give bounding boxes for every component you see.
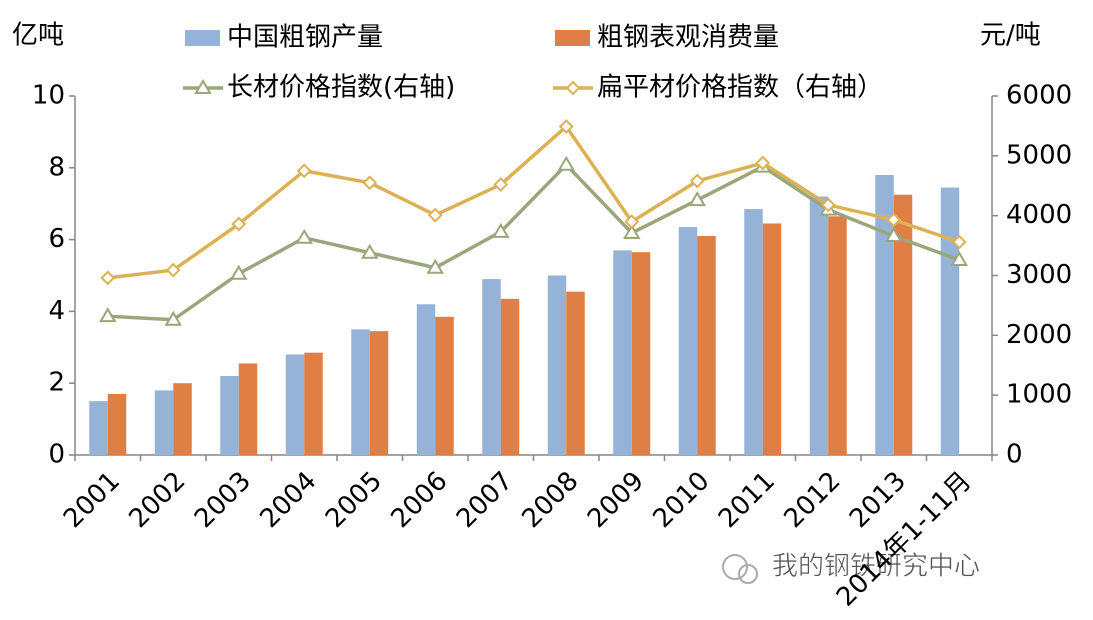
watermark: 我的钢铁研究中心	[722, 551, 980, 584]
legend-swatch	[185, 30, 220, 46]
line-marker	[164, 310, 182, 326]
legend-label: 长材价格指数(右轴)	[227, 73, 455, 103]
line-marker	[362, 175, 378, 191]
bar	[416, 304, 436, 455]
y-tick-label: 8	[48, 152, 65, 182]
bar	[173, 383, 192, 455]
y-axis-label: 亿吨	[12, 21, 64, 51]
x-tick-label: 2001	[58, 466, 126, 534]
legend-label: 扁平材价格指数（右轴）	[597, 73, 883, 103]
y2-tick-label: 5000	[1006, 140, 1072, 170]
watermark-icon	[738, 564, 758, 584]
line-marker	[565, 80, 581, 96]
y2-axis-label: 元/吨	[980, 21, 1041, 51]
y2-tick-label: 0	[1006, 440, 1023, 470]
bar	[566, 291, 585, 455]
line-marker	[231, 216, 247, 232]
legend-swatch	[555, 30, 590, 46]
x-tick-label: 2011	[713, 466, 781, 534]
bar	[762, 223, 782, 455]
y2-tick-label: 1000	[1006, 380, 1072, 410]
line-marker	[688, 191, 706, 207]
line-marker	[493, 177, 509, 192]
bar	[828, 216, 847, 455]
line	[107, 162, 960, 322]
line-marker	[951, 234, 967, 250]
x-tick-label: 2008	[516, 466, 584, 534]
bar	[89, 401, 108, 455]
bar	[107, 393, 127, 455]
line-marker	[427, 207, 443, 223]
x-tick-label: 2007	[451, 466, 519, 534]
line-marker	[296, 163, 312, 179]
x-tick-label: 2010	[647, 466, 715, 534]
x-tick-label: 2004	[254, 466, 322, 534]
bar	[547, 275, 567, 455]
line-marker	[194, 79, 212, 94]
x-tick-label: 2006	[385, 466, 453, 534]
line-marker	[361, 243, 379, 259]
x-tick-label: 2005	[320, 466, 388, 534]
legend-label: 中国粗钢产量	[227, 23, 383, 53]
y2-tick-label: 2000	[1006, 320, 1072, 350]
bar	[285, 354, 305, 455]
line-marker	[492, 222, 510, 238]
bar	[809, 196, 829, 455]
bar	[678, 227, 698, 455]
y-tick-label: 0	[48, 440, 65, 470]
line-marker	[99, 307, 117, 323]
y2-tick-label: 6000	[1006, 81, 1072, 111]
watermark-text: 我的钢铁研究中心	[772, 552, 980, 582]
bar	[351, 329, 370, 455]
bar	[369, 331, 389, 455]
line-marker	[623, 224, 641, 240]
x-tick-label: 2012	[778, 466, 846, 534]
x-tick-label: 2002	[123, 466, 191, 534]
bar	[697, 236, 716, 455]
bar	[875, 174, 894, 456]
bar	[744, 209, 763, 455]
line-marker	[426, 258, 444, 274]
line-marker	[230, 264, 248, 280]
line-marker	[295, 228, 313, 244]
line-marker	[557, 155, 575, 171]
line-marker	[755, 155, 771, 171]
line-marker	[950, 250, 968, 266]
bar	[238, 363, 258, 455]
line-marker	[689, 173, 705, 189]
bar	[940, 187, 960, 456]
bar	[435, 316, 454, 455]
bar	[220, 376, 239, 455]
line-marker	[558, 119, 574, 134]
y2-tick-label: 3000	[1006, 260, 1072, 290]
bar	[613, 250, 632, 455]
y-tick-label: 10	[32, 81, 65, 111]
bar	[304, 352, 323, 455]
line-marker	[885, 227, 903, 243]
y-tick-label: 6	[48, 224, 65, 254]
y-tick-label: 4	[48, 296, 65, 326]
bar	[631, 252, 651, 455]
y-tick-label: 2	[48, 368, 65, 398]
line-marker	[886, 212, 902, 228]
line-marker	[820, 197, 836, 213]
bar	[893, 194, 913, 455]
y2-tick-label: 4000	[1006, 200, 1072, 230]
line-marker	[165, 262, 181, 278]
legend-label: 粗钢表观消费量	[597, 23, 779, 53]
x-tick-label: 2009	[582, 466, 650, 534]
line-marker	[624, 214, 640, 230]
line	[107, 123, 960, 280]
bar	[482, 279, 501, 455]
bar	[500, 298, 520, 455]
x-tick-label: 2003	[189, 466, 257, 534]
watermark-icon	[722, 554, 748, 580]
line-marker	[100, 270, 116, 286]
bar	[154, 390, 174, 455]
